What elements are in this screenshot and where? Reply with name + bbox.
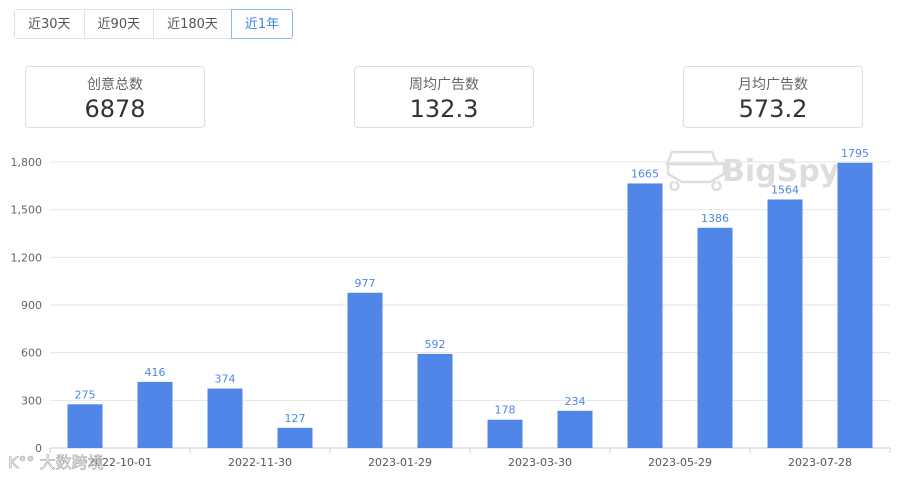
data-label: 234	[565, 395, 586, 408]
y-tick-label: 0	[35, 442, 42, 455]
data-label: 1564	[771, 183, 799, 196]
stat-value: 573.2	[738, 95, 808, 123]
time-range-tabs: 近30天 近90天 近180天 近1年	[14, 9, 294, 39]
x-tick-label: 2022-11-30	[228, 456, 292, 469]
data-label: 127	[285, 412, 306, 425]
data-label: 374	[215, 373, 236, 386]
bar	[277, 427, 313, 448]
bar	[67, 404, 103, 448]
stat-card-total-creatives: 创意总数 6878	[25, 66, 205, 128]
x-tick-label: 2023-01-29	[368, 456, 432, 469]
data-label: 592	[425, 338, 446, 351]
x-tick-label: 2023-07-28	[788, 456, 852, 469]
bar	[487, 419, 523, 448]
data-label: 178	[495, 404, 516, 417]
stat-label: 创意总数	[87, 77, 143, 93]
y-tick-label: 300	[21, 394, 42, 407]
stat-value: 132.3	[409, 95, 479, 123]
data-label: 416	[145, 366, 166, 379]
y-tick-label: 1,800	[11, 156, 43, 169]
bigspy-watermark: BigSpy	[665, 150, 840, 192]
stat-label: 周均广告数	[409, 77, 479, 93]
y-tick-label: 1,200	[11, 251, 43, 264]
data-label: 1386	[701, 212, 729, 225]
x-tick-label: 2022-10-01	[88, 456, 152, 469]
tab-180-days[interactable]: 近180天	[153, 9, 232, 39]
bar	[697, 227, 733, 448]
data-label: 1665	[631, 167, 659, 180]
data-label: 977	[355, 277, 376, 290]
bar	[417, 353, 453, 448]
stat-card-weekly-avg: 周均广告数 132.3	[354, 66, 534, 128]
x-tick-label: 2023-03-30	[508, 456, 572, 469]
stat-label: 月均广告数	[738, 77, 808, 93]
bigspy-logo-text: BigSpy	[722, 154, 840, 189]
y-tick-label: 600	[21, 347, 42, 360]
bar	[207, 388, 243, 448]
bar	[627, 183, 663, 448]
y-tick-label: 1,500	[11, 204, 43, 217]
bar	[767, 199, 803, 448]
y-tick-label: 900	[21, 299, 42, 312]
x-tick-label: 2023-05-29	[648, 456, 712, 469]
dashujk-watermark: K°° 大数跨境	[8, 453, 104, 472]
bar	[837, 162, 873, 449]
data-label: 1795	[841, 147, 869, 160]
data-label: 275	[75, 388, 96, 401]
tab-90-days[interactable]: 近90天	[83, 9, 155, 39]
tab-30-days[interactable]: 近30天	[14, 9, 85, 39]
bar	[137, 381, 173, 448]
bar	[347, 292, 383, 448]
bigspy-logo-icon	[665, 150, 726, 192]
stat-card-monthly-avg: 月均广告数 573.2	[683, 66, 863, 128]
bar	[557, 410, 593, 448]
tab-1-year[interactable]: 近1年	[230, 9, 294, 39]
stat-value: 6878	[84, 95, 146, 123]
